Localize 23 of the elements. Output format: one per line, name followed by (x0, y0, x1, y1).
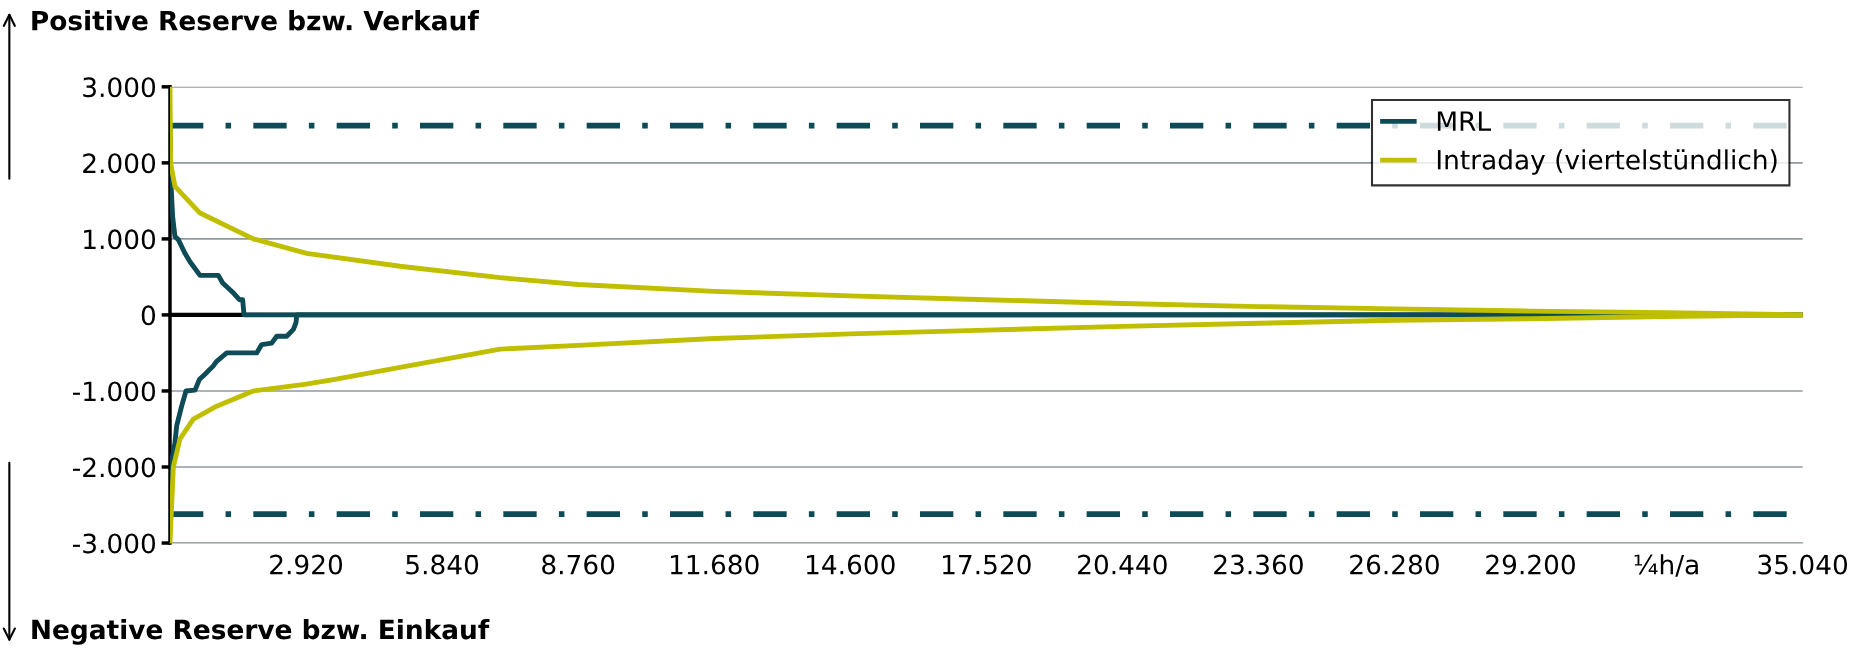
x-tick-label: 8.760 (542, 554, 615, 575)
x-tick-label: 20.440 (1078, 554, 1167, 575)
x-tick-label: 11.680 (670, 554, 759, 575)
x-tick-label: 5.840 (406, 554, 479, 575)
x-tick-label: 17.520 (943, 554, 1031, 575)
x-tick-label: 29.200 (1486, 554, 1575, 575)
x-tick-label: 14.600 (806, 554, 895, 575)
x-tick-label: 23.360 (1214, 554, 1303, 575)
y-tick-label: 0 (141, 305, 156, 326)
text: Positive Reserve bzw. Verkauf (32, 10, 480, 31)
x-tick-label: 2.920 (270, 554, 343, 575)
y-tick-label: -1.000 (73, 381, 156, 402)
x-tick-label: 35.040 (1758, 554, 1848, 575)
text: Negative Reserve bzw. Einkauf (32, 619, 490, 645)
x-tick-label: ¼h/a (1634, 554, 1698, 577)
y-tick-label: -2.000 (73, 457, 156, 478)
y-tick-label: -3.000 (73, 533, 156, 554)
legend-label: MRL (1437, 111, 1491, 131)
y-tick-label: 1.000 (84, 229, 156, 250)
x-tick-label: 26.280 (1350, 554, 1439, 575)
legend-label: Intraday (viertelstündlich) (1437, 149, 1777, 175)
y-tick-label: 3.000 (83, 77, 156, 98)
y-tick-label: 2.000 (83, 153, 156, 174)
